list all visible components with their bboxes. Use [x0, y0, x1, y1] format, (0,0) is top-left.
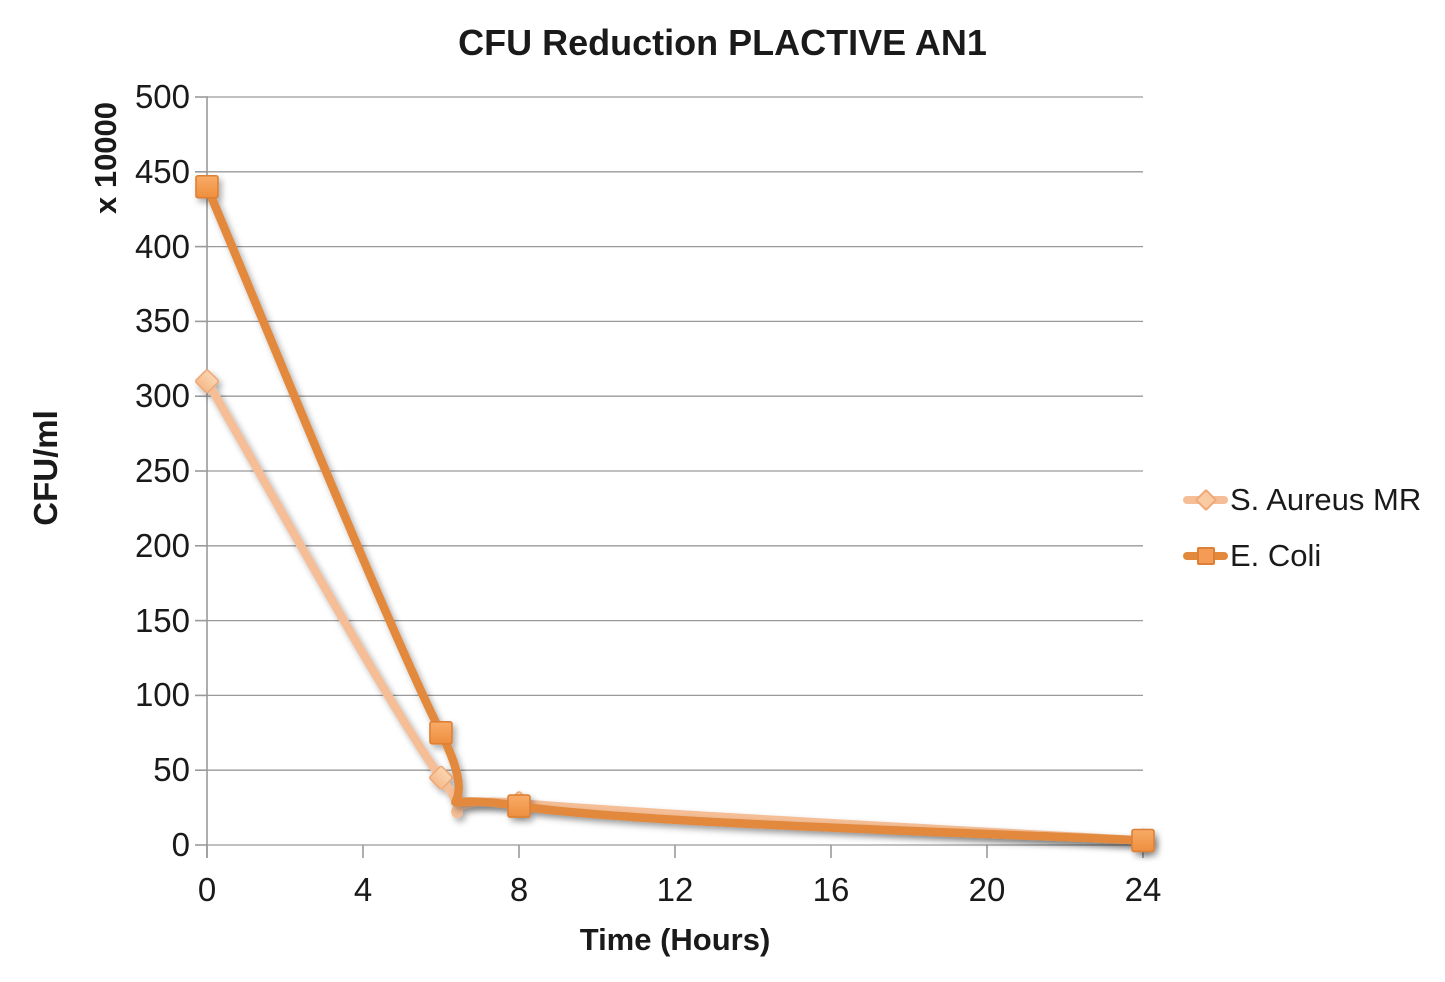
y-tick-label: 250: [134, 452, 190, 489]
y-tick-label: 300: [134, 377, 190, 415]
legend: S. Aureus MR E. Coli: [1183, 480, 1421, 576]
square-marker-icon: [1196, 547, 1215, 565]
series-line-0: [195, 369, 1155, 853]
y-tick-label: 100: [134, 676, 190, 714]
legend-item-s-aureus: S. Aureus MR: [1183, 480, 1421, 520]
diamond-marker-icon: [1194, 488, 1217, 512]
legend-label-e-coli: E. Coli: [1230, 538, 1322, 573]
x-tick-label: 0: [197, 871, 217, 908]
y-tick-label: 500: [134, 78, 190, 115]
series-line-1: [195, 174, 1155, 853]
x-tick-label: 24: [1124, 871, 1162, 908]
x-axis-title: Time (Hours): [579, 922, 771, 957]
y-tick-label: 50: [153, 751, 190, 789]
x-tick-label: 12: [656, 871, 694, 908]
legend-item-e-coli: E. Coli: [1183, 536, 1421, 576]
x-tick-label: 20: [968, 871, 1006, 908]
x-tick-label: 16: [812, 871, 850, 908]
x-tick-label: 4: [353, 871, 373, 908]
y-tick-label: 400: [134, 227, 190, 265]
x-tick-label: 8: [509, 871, 529, 908]
y-tick-label: 150: [134, 601, 190, 639]
legend-label-s-aureus: S. Aureus MR: [1230, 482, 1422, 517]
chart-title: CFU Reduction PLACTIVE AN1: [458, 22, 987, 63]
legend-line-e-coli: [1183, 547, 1228, 565]
y-tick-label: 0: [171, 826, 190, 863]
y-tick-label: 450: [134, 152, 190, 190]
y-tick-label: 350: [134, 302, 190, 340]
legend-line-s-aureus: [1183, 488, 1228, 512]
y-tick-label: 200: [134, 526, 190, 564]
